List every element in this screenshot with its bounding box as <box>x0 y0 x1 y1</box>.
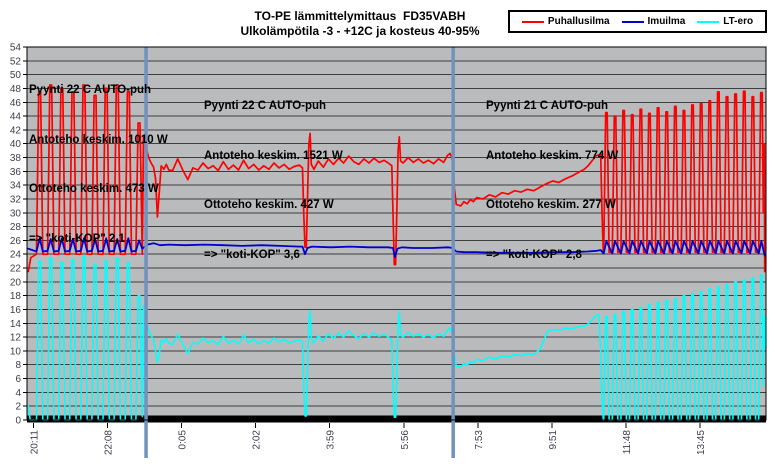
svg-text:2: 2 <box>15 402 21 413</box>
svg-text:7:53: 7:53 <box>474 430 485 450</box>
svg-text:26: 26 <box>10 236 22 247</box>
svg-text:18: 18 <box>10 291 22 302</box>
svg-text:0: 0 <box>15 416 21 427</box>
x-axis-bar <box>27 415 766 423</box>
blue-line-icon <box>621 20 644 23</box>
svg-text:14: 14 <box>10 319 22 330</box>
annotation-line: Antoteho keskim. 774 W <box>486 149 619 162</box>
svg-text:13:45: 13:45 <box>696 430 707 455</box>
x-axis-labels: 20:11 22:08 0:05 2:02 3:59 5:56 7:53 9:51 11:48 1… <box>29 423 707 455</box>
annotation-line: Antoteho keskim. 1521 W <box>204 149 343 162</box>
svg-text:12: 12 <box>10 333 22 344</box>
svg-text:9:51: 9:51 <box>548 430 559 450</box>
svg-text:22: 22 <box>10 264 22 275</box>
svg-text:54: 54 <box>10 43 22 54</box>
annotation-line: Pyynti 22 C AUTO-puh <box>204 100 327 112</box>
annotation-line: => "koti-KOP" 3,6 <box>204 248 300 261</box>
legend-label: Imuilma <box>647 16 686 27</box>
svg-text:3:59: 3:59 <box>326 430 337 450</box>
svg-text:50: 50 <box>10 70 22 81</box>
svg-text:46: 46 <box>10 98 22 109</box>
series-lt-ero <box>27 254 766 421</box>
svg-text:28: 28 <box>10 222 22 233</box>
annotation-line: => "koti-KOP" 2,1 <box>29 232 125 245</box>
svg-text:24: 24 <box>10 250 22 261</box>
svg-text:44: 44 <box>10 112 22 123</box>
svg-text:16: 16 <box>10 305 22 316</box>
annotation-line: Ottoteho keskim. 473 W <box>29 183 159 195</box>
cyan-line-icon <box>697 20 720 23</box>
legend: Puhallusilma Imuilma LT-ero <box>508 10 767 33</box>
series-puhallusilma <box>27 84 766 273</box>
annotation-line: Ottoteho keskim. 277 W <box>486 199 616 211</box>
red-line-icon <box>521 20 544 23</box>
annotation-line: Pyynti 21 C AUTO-puh <box>486 100 609 112</box>
svg-text:38: 38 <box>10 153 22 164</box>
annotation-line: => "koti-KOP" 2,8 <box>486 248 582 261</box>
annotation-block-2: Pyynti 22 C AUTO-puh Antoteho keskim. 15… <box>204 65 343 296</box>
svg-text:20:11: 20:11 <box>29 430 40 455</box>
svg-text:42: 42 <box>10 125 22 136</box>
y-axis-labels: 0246810121416182022242628303234363840424… <box>10 43 27 427</box>
legend-item-lt-ero: LT-ero <box>697 16 753 27</box>
svg-text:48: 48 <box>10 84 22 95</box>
legend-label: Puhallusilma <box>547 16 610 27</box>
svg-text:6: 6 <box>15 374 21 385</box>
plot-border <box>26 46 767 421</box>
svg-text:8: 8 <box>15 360 21 371</box>
svg-text:32: 32 <box>10 194 22 205</box>
chart-title: TO-PE lämmittelymittaus FD35VABH <box>254 9 466 23</box>
svg-text:52: 52 <box>10 56 22 67</box>
svg-text:34: 34 <box>10 181 22 192</box>
svg-text:10: 10 <box>10 346 22 357</box>
legend-item-puhallusilma: Puhallusilma <box>521 16 610 27</box>
svg-text:4: 4 <box>15 388 21 399</box>
svg-text:36: 36 <box>10 167 22 178</box>
series-imuilma <box>27 237 766 258</box>
legend-item-imuilma: Imuilma <box>621 16 686 27</box>
svg-text:0:05: 0:05 <box>178 430 189 450</box>
svg-text:40: 40 <box>10 139 22 150</box>
annotation-line: Pyynti 22 C AUTO-puh <box>29 84 152 96</box>
title-block: TO-PE lämmittelymittaus FD35VABH Ulkoläm… <box>110 9 610 39</box>
svg-text:2:02: 2:02 <box>252 430 263 450</box>
svg-text:20: 20 <box>10 277 22 288</box>
annotation-block-1: Pyynti 22 C AUTO-puh Antoteho keskim. 10… <box>29 49 168 280</box>
annotation-line: Antoteho keskim. 1010 W <box>29 133 168 146</box>
annotation-block-3: Pyynti 21 C AUTO-puh Antoteho keskim. 77… <box>486 65 618 296</box>
legend-label: LT-ero <box>723 16 754 27</box>
svg-text:30: 30 <box>10 208 22 219</box>
annotation-line: Ottoteho keskim. 427 W <box>204 199 334 211</box>
chart-subtitle: Ulkolämpötila -3 - +12C ja kosteus 40-95… <box>240 24 480 38</box>
svg-text:11:48: 11:48 <box>622 430 633 455</box>
svg-text:5:56: 5:56 <box>400 430 411 450</box>
svg-text:22:08: 22:08 <box>103 430 114 455</box>
